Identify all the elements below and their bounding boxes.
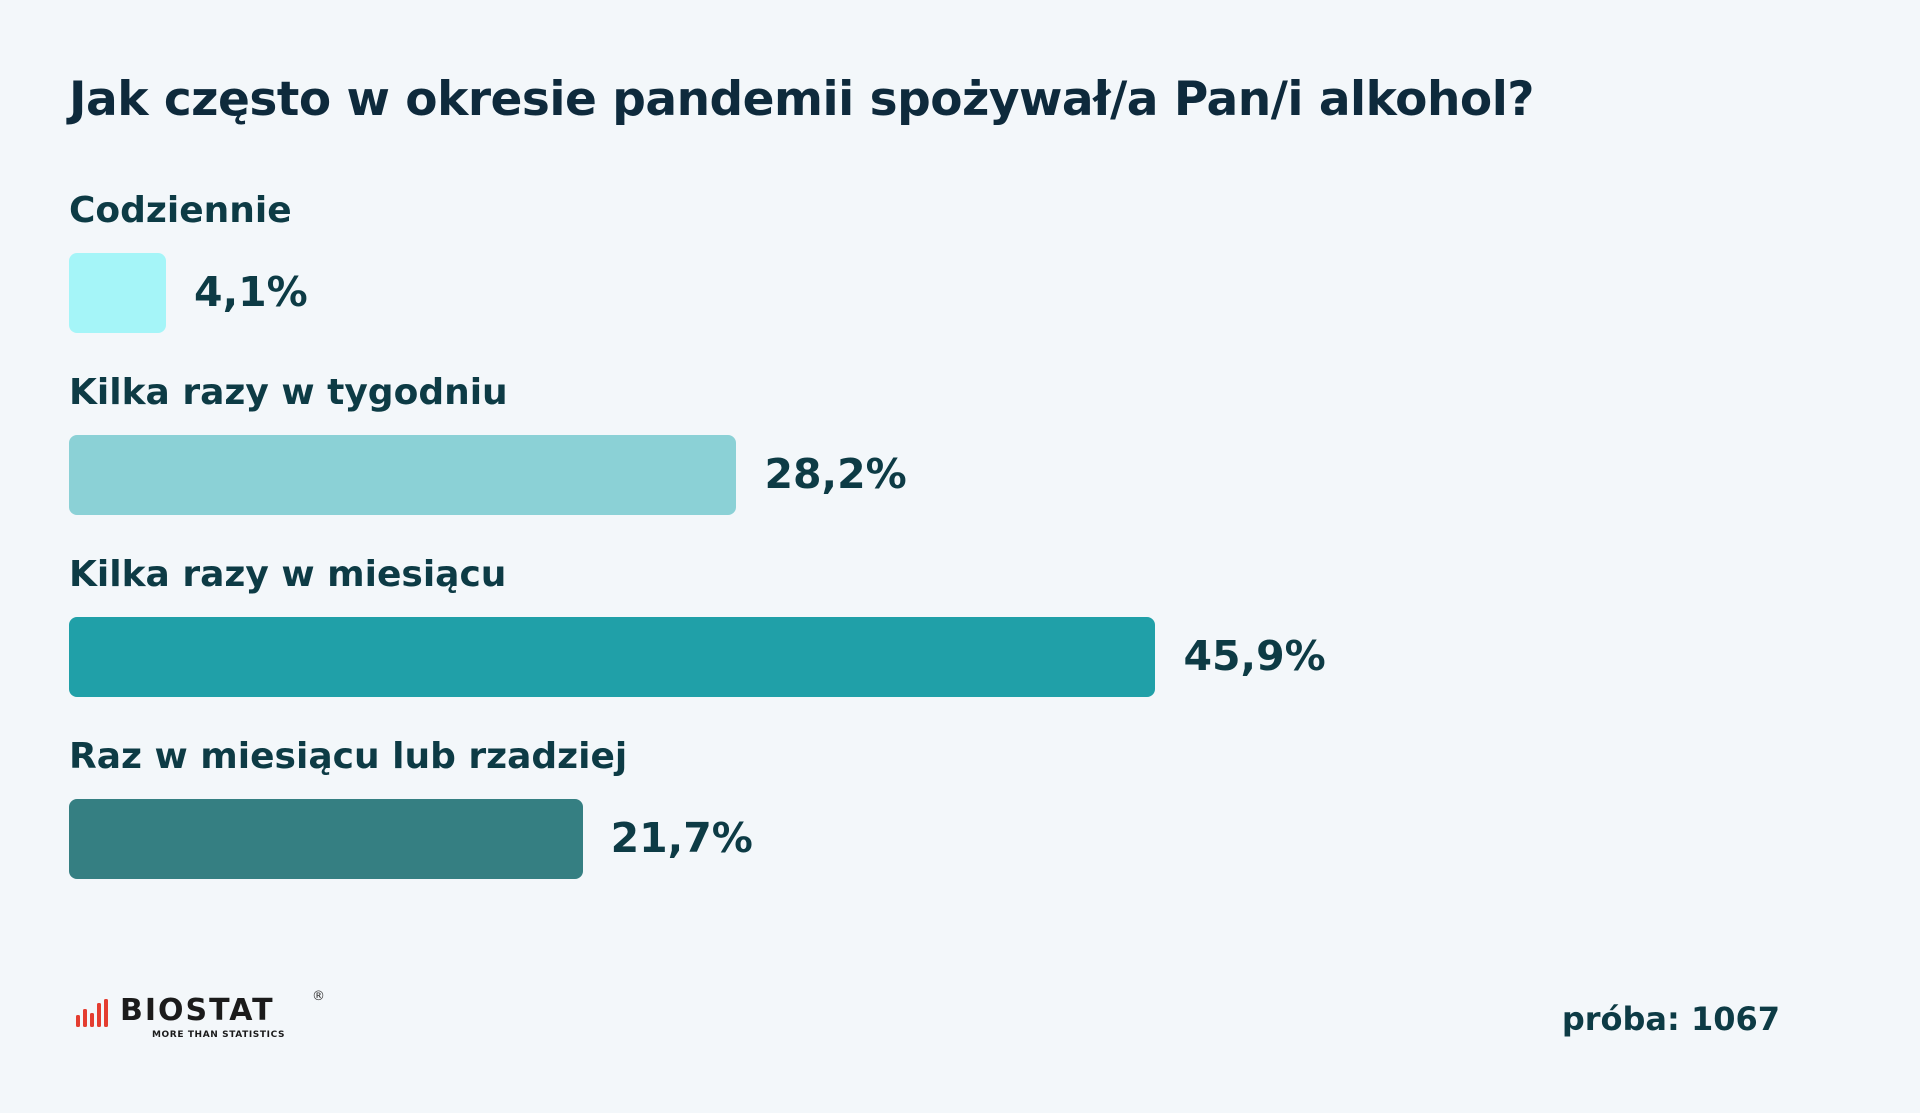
bar: [69, 435, 737, 515]
sample-size-label: próba: 1067: [1561, 1000, 1780, 1038]
category-label: Kilka razy w miesiącu: [69, 554, 507, 595]
bar: [69, 253, 167, 333]
bar: [69, 617, 1156, 697]
chart-title: Jak często w okresie pandemii spożywał/a…: [69, 72, 1535, 127]
category-label: Raz w miesiącu lub rzadziej: [69, 736, 628, 777]
logo-registered-mark: ®: [312, 989, 325, 1004]
bar: [69, 799, 583, 879]
bar-row: Kilka razy w tygodniu 28,2%: [69, 372, 1669, 542]
value-label: 4,1%: [194, 268, 308, 316]
logo-bars-icon: [76, 999, 108, 1027]
value-label: 21,7%: [610, 814, 753, 862]
bar-chart: Codziennie 4,1% Kilka razy w tygodniu 28,2%…: [69, 190, 1669, 890]
logo-wordmark: BIOSTAT: [120, 993, 275, 1028]
bar-row: Codziennie 4,1%: [69, 190, 1669, 360]
logo-tagline: MORE THAN STATISTICS: [152, 1030, 286, 1040]
category-label: Kilka razy w tygodniu: [69, 372, 508, 413]
bar-row: Kilka razy w miesiącu 45,9%: [69, 554, 1669, 724]
category-label: Codziennie: [69, 190, 292, 231]
bar-row: Raz w miesiącu lub rzadziej 21,7%: [69, 736, 1669, 906]
value-label: 45,9%: [1183, 632, 1326, 680]
biostat-logo: BIOSTAT ® MORE THAN STATISTICS: [76, 989, 336, 1043]
value-label: 28,2%: [764, 450, 907, 498]
